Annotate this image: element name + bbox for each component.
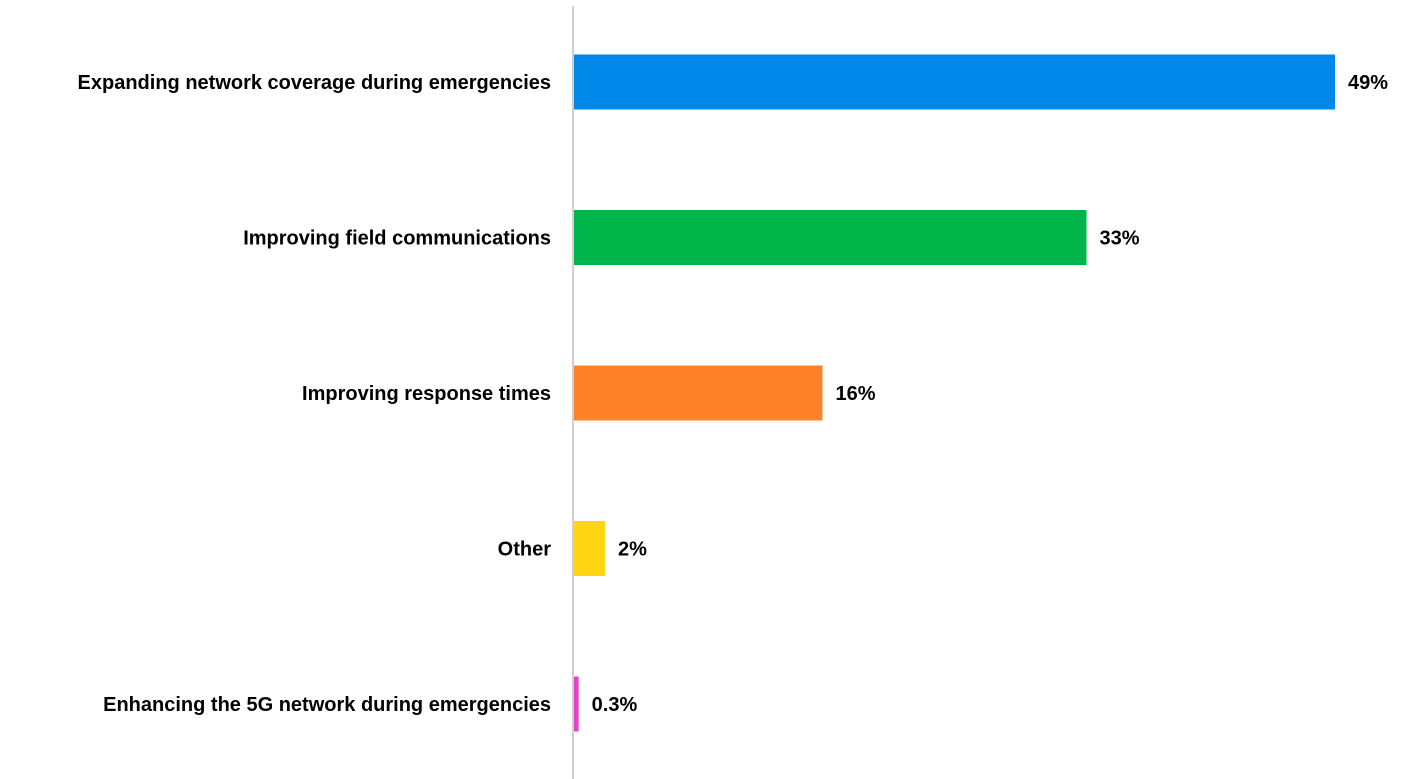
category-label: Expanding network coverage during emerge… [78, 72, 551, 94]
value-label: 49% [1348, 72, 1388, 94]
value-label: 2% [618, 539, 647, 561]
category-label: Improving response times [302, 383, 551, 405]
value-label: 16% [835, 383, 875, 405]
value-labels-group: 49% 33% 16% 2% 0.3% [592, 72, 1389, 716]
bar [574, 365, 823, 421]
category-label: Enhancing the 5G network during emergenc… [103, 694, 551, 716]
value-label: 33% [1100, 228, 1140, 250]
bar [574, 210, 1087, 265]
category-labels-group: Expanding network coverage during emerge… [78, 72, 552, 716]
category-label: Improving field communications [243, 228, 551, 250]
value-label: 0.3% [592, 694, 638, 716]
bars-group [574, 54, 1335, 732]
bar [574, 521, 606, 576]
category-label: Other [498, 539, 552, 561]
bar [574, 676, 579, 732]
bar [574, 54, 1335, 110]
